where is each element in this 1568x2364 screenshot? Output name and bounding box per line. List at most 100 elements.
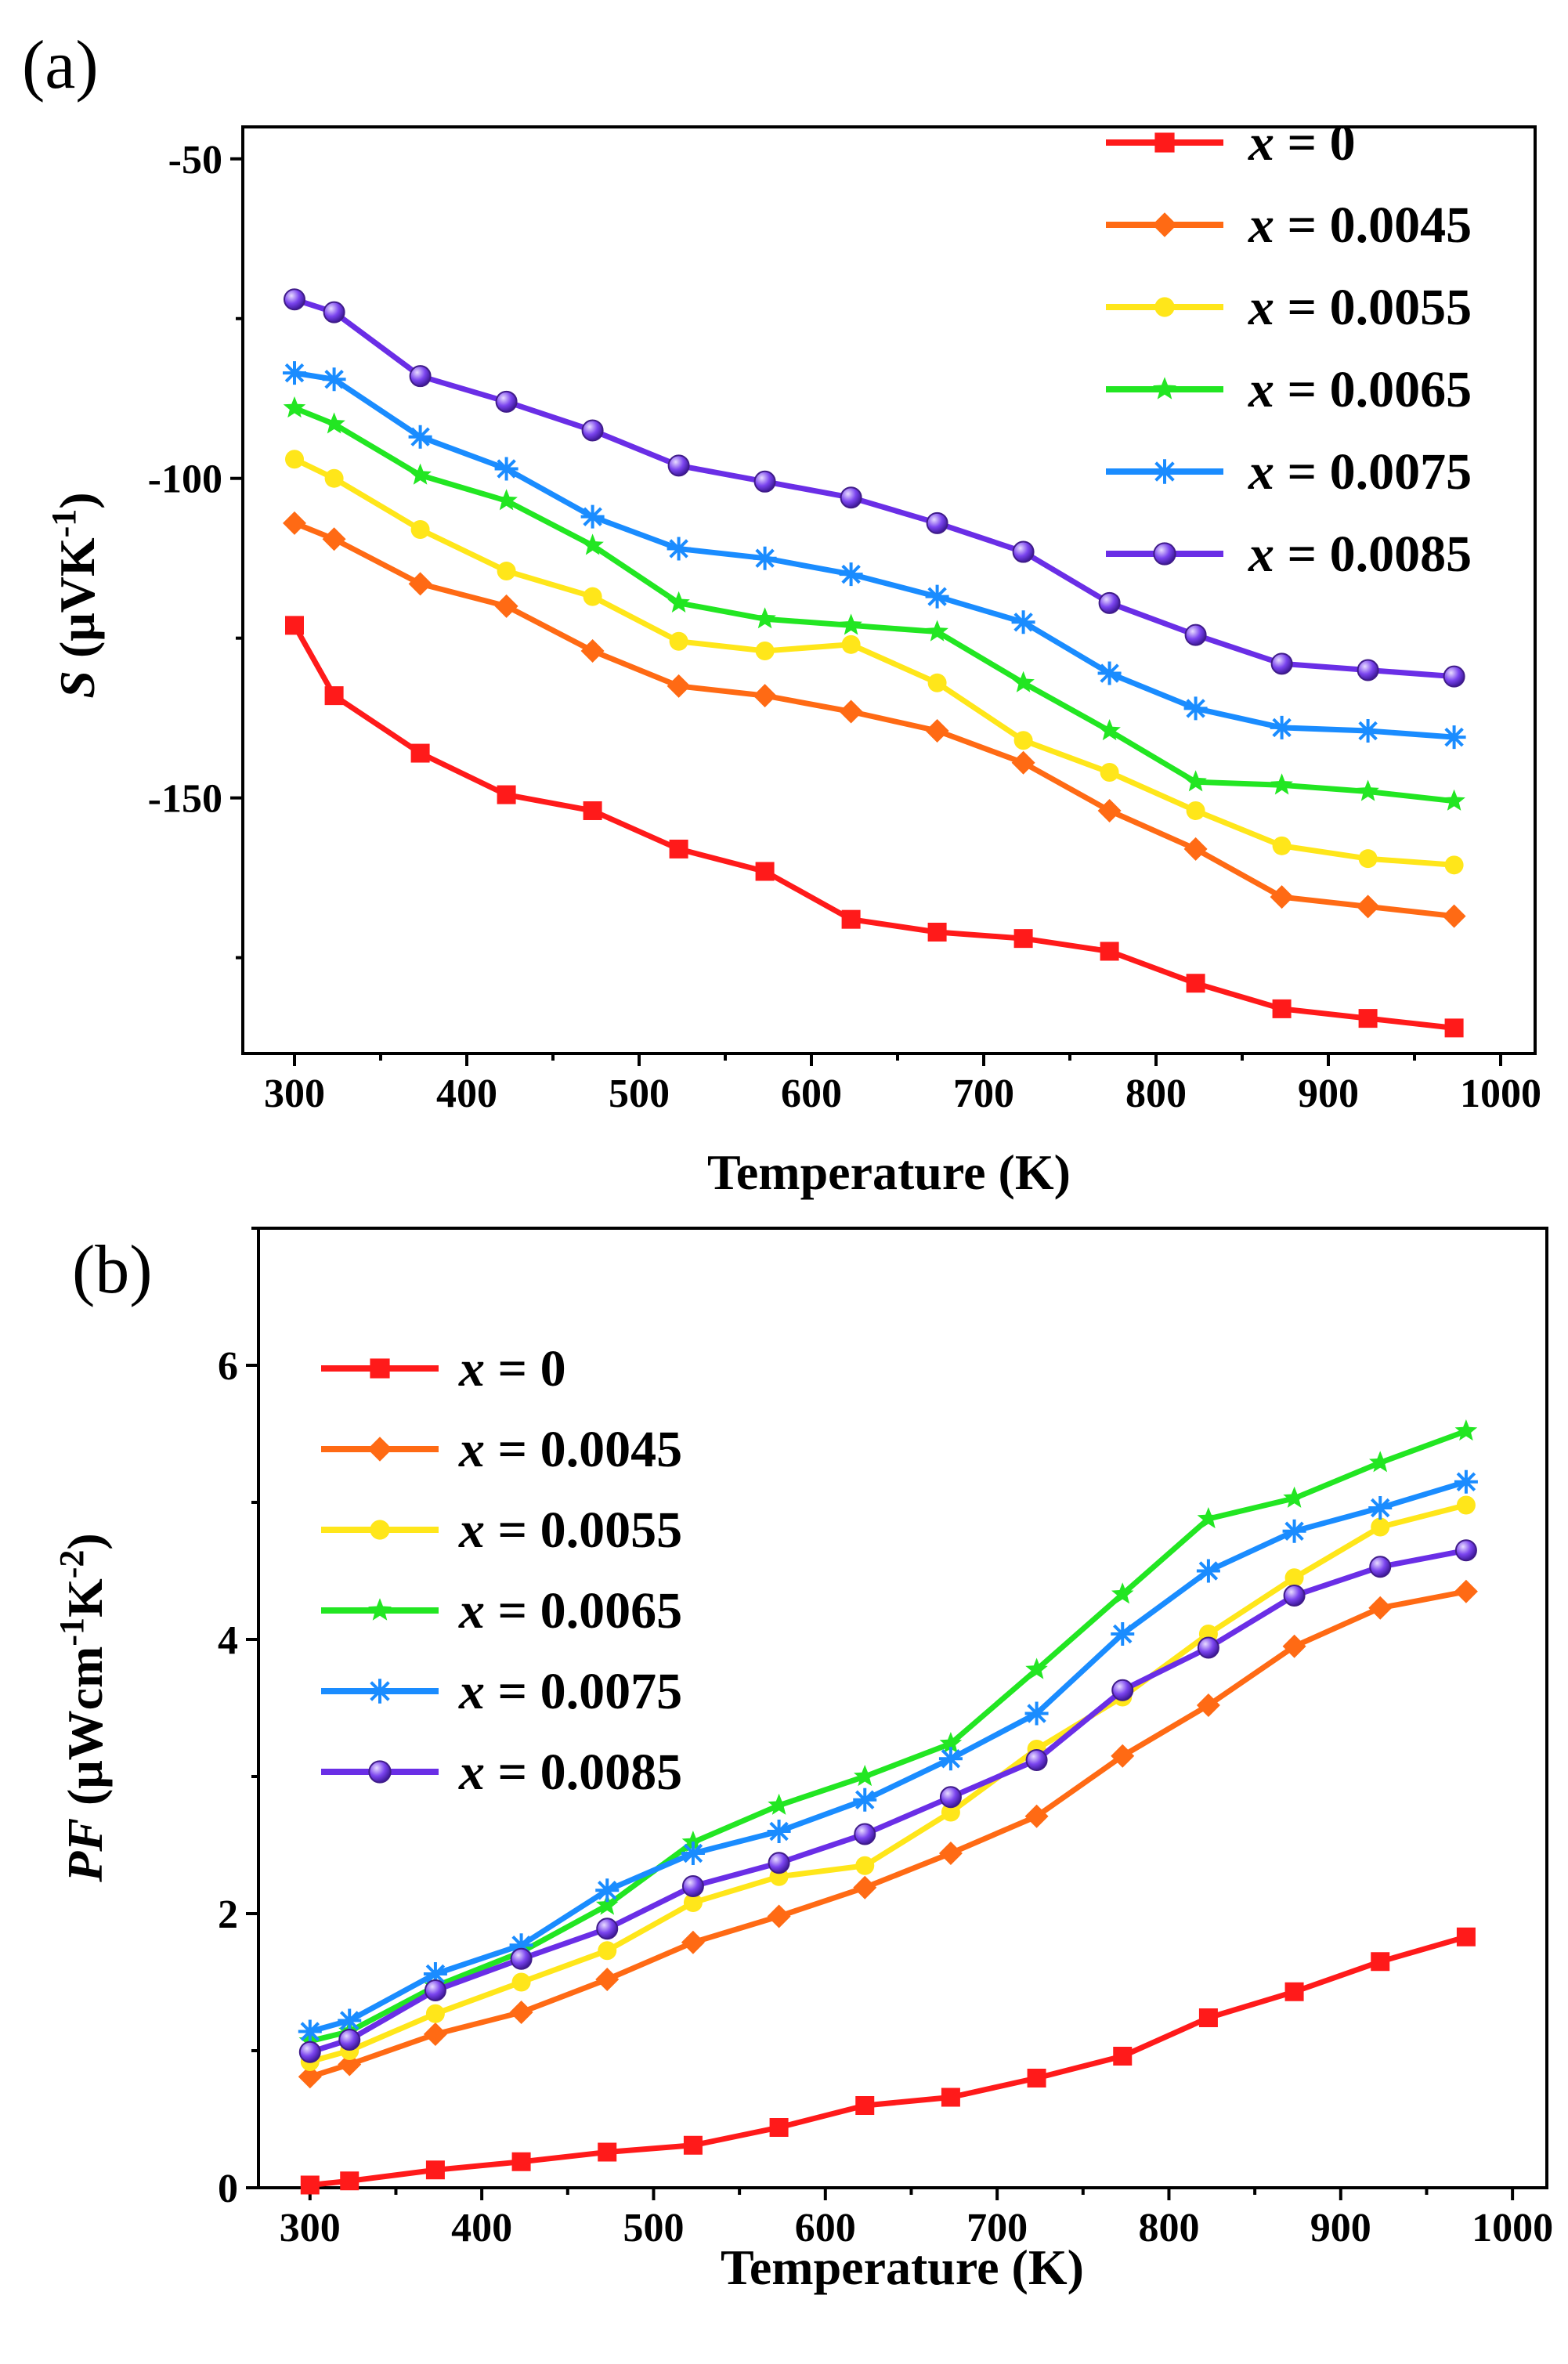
data-point xyxy=(1113,2047,1133,2066)
data-point xyxy=(494,457,518,481)
data-point xyxy=(1270,773,1293,795)
data-point xyxy=(338,2008,362,2033)
data-point xyxy=(1357,659,1379,681)
data-point xyxy=(298,2019,322,2044)
data-point xyxy=(1197,1636,1219,1659)
data-point xyxy=(855,1856,875,1875)
legend-entry: x = 0.0045 xyxy=(321,1421,682,1478)
legend-label: x = 0.0055 xyxy=(1248,279,1472,336)
data-point xyxy=(854,1823,876,1845)
legend-label: x = 0.0065 xyxy=(1248,361,1472,418)
data-point xyxy=(768,1793,790,1815)
data-point xyxy=(509,1933,533,1957)
legend-variable: x xyxy=(458,1340,485,1397)
panel-label: (a) xyxy=(22,27,99,103)
data-point xyxy=(583,587,602,606)
data-point xyxy=(1358,1009,1378,1028)
data-point xyxy=(598,1941,617,1961)
data-point xyxy=(1025,1657,1048,1679)
data-point xyxy=(423,2022,447,2046)
chart-panel-b: (b) 300 400 500 600 700 800 900 1000 0 2 4 6 Temperat… xyxy=(52,1227,1553,2295)
data-point xyxy=(595,1968,620,1991)
data-point xyxy=(1186,801,1205,820)
data-point xyxy=(669,839,688,858)
legend-variable: x xyxy=(458,1744,485,1801)
data-point xyxy=(1024,1804,1049,1828)
data-point xyxy=(1442,725,1466,750)
data-point xyxy=(1184,624,1207,646)
data-point xyxy=(284,288,305,311)
data-point xyxy=(925,718,949,743)
data-point xyxy=(854,1765,876,1787)
data-point xyxy=(581,419,604,442)
data-point xyxy=(409,365,432,388)
data-point xyxy=(841,909,861,929)
legend-label: x = 0.0075 xyxy=(1248,443,1472,501)
data-point xyxy=(667,674,691,698)
legend-entry: x = 0 xyxy=(321,1340,566,1397)
data-point xyxy=(941,1802,960,1822)
legend-label: x = 0.0065 xyxy=(458,1582,682,1639)
data-point xyxy=(1198,2008,1218,2027)
data-point xyxy=(1357,779,1379,801)
y-tick-label: -150 xyxy=(148,777,222,822)
data-point xyxy=(1270,885,1294,909)
y-axis-unit-exponent: -1 xyxy=(52,1618,91,1646)
x-tick-label: 600 xyxy=(795,2206,856,2250)
data-point xyxy=(1284,1982,1304,2001)
data-point xyxy=(324,468,344,488)
data-point xyxy=(1283,1486,1306,1508)
data-point xyxy=(1012,540,1035,563)
y-tick-label: 6 xyxy=(218,1344,238,1389)
data-point xyxy=(1371,1517,1390,1537)
data-point xyxy=(839,562,863,587)
series-sphere xyxy=(298,1539,1477,2063)
chart-panel-a: (a) 300 400 500 600 700 800 900 1000 -150 -100 -50 T… xyxy=(22,27,1541,1200)
legend-value: = 0.0085 xyxy=(1274,526,1472,583)
y-axis-unit-exponent: -1 xyxy=(45,509,83,538)
data-point xyxy=(497,785,516,804)
data-point xyxy=(767,1904,791,1928)
data-point xyxy=(840,486,862,509)
data-point xyxy=(285,616,304,635)
legend-value: = 0 xyxy=(1274,114,1356,172)
data-point xyxy=(1282,1519,1306,1543)
data-point xyxy=(1444,855,1464,875)
data-point xyxy=(1369,1556,1392,1578)
data-point xyxy=(925,584,949,609)
y-tick-label: -50 xyxy=(168,138,222,183)
legend-swatch-marker xyxy=(367,1679,392,1704)
data-point xyxy=(1011,750,1035,775)
data-point xyxy=(755,862,775,881)
series-asterisk xyxy=(298,1469,1478,2044)
legend-swatch-marker xyxy=(1152,212,1177,237)
data-point xyxy=(1100,763,1119,783)
data-point xyxy=(410,519,430,539)
data-point xyxy=(495,489,518,511)
data-point xyxy=(753,684,777,708)
legend-value: = 0.0055 xyxy=(1274,279,1472,336)
y-axis-title: S (μVK-1) xyxy=(45,492,106,698)
data-point xyxy=(681,1831,705,1853)
data-point xyxy=(853,1875,877,1900)
data-point xyxy=(926,511,948,534)
data-point xyxy=(298,2040,321,2063)
data-point xyxy=(1454,1419,1478,1441)
legend-label: x = 0 xyxy=(1248,114,1356,172)
data-point xyxy=(340,2171,359,2191)
data-point xyxy=(410,743,430,763)
data-point xyxy=(681,1842,705,1865)
data-point xyxy=(681,1875,704,1897)
y-axis-unit: (μWcm xyxy=(57,1646,113,1818)
data-point xyxy=(1442,904,1466,928)
x-tick-label: 300 xyxy=(280,2206,341,2250)
legend-entry: x = 0.0085 xyxy=(1106,526,1472,583)
data-point xyxy=(1100,942,1119,961)
data-point xyxy=(938,1842,963,1865)
data-point xyxy=(497,562,516,581)
legend-variable: x xyxy=(458,1502,485,1559)
data-point xyxy=(753,607,776,629)
legend-entry: x = 0.0085 xyxy=(321,1744,682,1801)
data-point xyxy=(667,591,690,613)
data-point xyxy=(753,546,777,570)
